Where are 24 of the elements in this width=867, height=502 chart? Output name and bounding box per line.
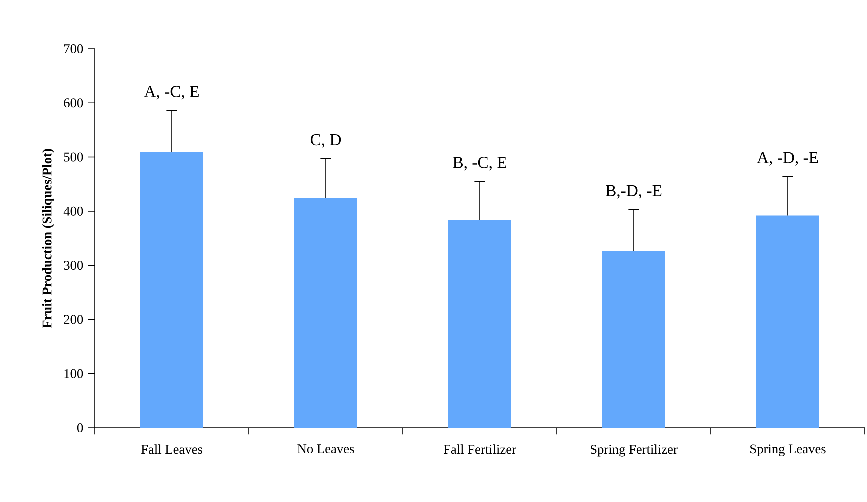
y-tick-label: 100 — [64, 369, 84, 378]
y-tick-label: 200 — [64, 315, 84, 324]
x-tick-label: Fall Leaves — [141, 444, 202, 454]
annotation: B, -C, E — [453, 157, 506, 171]
annotation: C, D — [310, 134, 342, 148]
annotation: B,-D, -E — [606, 185, 662, 199]
bar — [602, 250, 666, 428]
y-tick-label: 300 — [64, 261, 84, 270]
x-tick-label: No Leaves — [298, 444, 354, 454]
y-tick-label: 700 — [64, 44, 84, 54]
x-tick-label: Spring Fertilizer — [591, 444, 678, 457]
y-tick-label: 600 — [64, 98, 84, 108]
x-tick-label: Spring Leaves — [750, 444, 826, 456]
y-tick-label: 400 — [64, 206, 84, 216]
x-tick-label: Fall Fertilizer — [444, 444, 516, 454]
y-tick-label: 0 — [77, 423, 84, 432]
y-axis-title: Fruit Production (Siliques/Plot) — [42, 149, 54, 328]
bar — [294, 198, 358, 428]
bar — [448, 220, 512, 428]
annotation: A, -C, E — [144, 86, 199, 100]
bar — [756, 216, 820, 428]
y-tick-label: 500 — [64, 152, 84, 162]
annotation: A, -D, -E — [757, 152, 818, 166]
bar — [140, 152, 204, 428]
